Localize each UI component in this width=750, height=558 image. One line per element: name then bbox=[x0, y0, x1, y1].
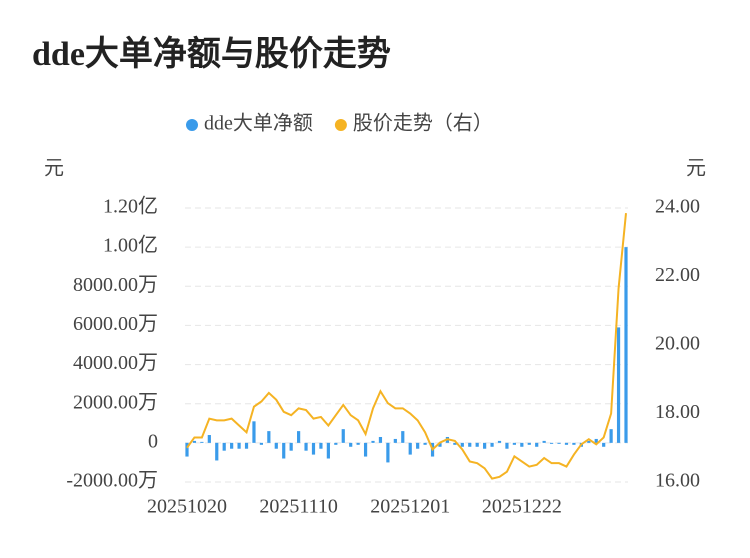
bar bbox=[259, 442, 264, 445]
bar bbox=[282, 442, 286, 459]
y-tick-label: 8000.00万 bbox=[73, 274, 158, 296]
x-tick-label: 20251201 bbox=[370, 496, 450, 518]
bar bbox=[311, 442, 316, 455]
bar bbox=[438, 442, 442, 447]
bar bbox=[185, 442, 189, 457]
x-tick-label: 20251222 bbox=[482, 496, 562, 518]
bar bbox=[252, 421, 256, 443]
y-tick-label: 6000.00万 bbox=[73, 313, 158, 335]
x-tick-label: 20251110 bbox=[259, 496, 338, 518]
bar bbox=[371, 440, 375, 443]
bar bbox=[237, 442, 241, 449]
bar bbox=[549, 442, 554, 444]
bar bbox=[408, 442, 412, 455]
bar bbox=[192, 440, 197, 443]
y2-tick-label: 22.00 bbox=[655, 264, 700, 286]
bar bbox=[490, 442, 494, 447]
y-tick-label: 0 bbox=[148, 430, 158, 452]
bar bbox=[341, 429, 345, 443]
x-tick-label: 20251020 bbox=[147, 496, 227, 518]
bar bbox=[616, 327, 621, 443]
legend-label: 股价走势（右） bbox=[353, 112, 493, 135]
bar bbox=[244, 442, 249, 449]
bar bbox=[304, 442, 308, 451]
bar bbox=[274, 442, 278, 449]
bar bbox=[349, 442, 353, 447]
bar bbox=[602, 442, 606, 447]
legend-marker bbox=[334, 119, 347, 131]
bar bbox=[557, 442, 561, 444]
price-line bbox=[186, 213, 627, 480]
bar bbox=[200, 441, 204, 443]
bar bbox=[363, 442, 368, 457]
bar bbox=[535, 442, 539, 447]
bar bbox=[594, 438, 598, 443]
bar bbox=[564, 442, 569, 445]
bar bbox=[297, 431, 301, 443]
bar bbox=[319, 442, 323, 449]
bar bbox=[520, 442, 524, 447]
y2-axis-unit: 元 bbox=[686, 158, 706, 180]
bar bbox=[215, 442, 219, 461]
chart-title: dde大单净额与股价走势 bbox=[32, 35, 391, 73]
bar bbox=[572, 442, 576, 445]
bar bbox=[505, 442, 509, 449]
bar bbox=[423, 442, 427, 445]
y-tick-label: 4000.00万 bbox=[73, 352, 158, 374]
y-tick-label: -2000.00万 bbox=[66, 470, 158, 492]
legend-label: dde大单净额 bbox=[204, 112, 313, 135]
bar bbox=[289, 442, 293, 451]
y-axis-unit: 元 bbox=[44, 158, 64, 180]
bar bbox=[453, 442, 457, 445]
bar bbox=[460, 442, 464, 447]
legend-marker bbox=[186, 119, 198, 131]
bar bbox=[378, 436, 383, 443]
bar bbox=[207, 435, 211, 443]
bar bbox=[222, 442, 226, 451]
bar bbox=[468, 442, 472, 447]
y-tick-label: 2000.00万 bbox=[73, 391, 158, 413]
bar bbox=[386, 442, 390, 463]
bar bbox=[230, 442, 234, 449]
bar bbox=[393, 438, 397, 443]
bar bbox=[527, 442, 531, 445]
bar bbox=[326, 442, 330, 459]
bar bbox=[416, 442, 420, 449]
bar bbox=[624, 247, 628, 443]
bar bbox=[483, 442, 487, 449]
bar bbox=[475, 442, 479, 447]
bar bbox=[267, 431, 271, 443]
bar bbox=[334, 442, 338, 445]
y2-tick-label: 24.00 bbox=[655, 196, 700, 218]
y2-tick-label: 16.00 bbox=[655, 470, 700, 492]
bar bbox=[401, 431, 405, 443]
y-tick-label: 1.00亿 bbox=[103, 234, 158, 257]
y-tick-label: 1.20亿 bbox=[103, 195, 158, 218]
bar bbox=[587, 440, 591, 443]
y2-tick-label: 18.00 bbox=[655, 401, 700, 423]
y2-tick-label: 20.00 bbox=[655, 333, 700, 355]
bar bbox=[512, 442, 516, 445]
bar bbox=[542, 440, 546, 443]
bar bbox=[609, 429, 613, 443]
bar bbox=[356, 442, 360, 445]
bar bbox=[497, 440, 502, 443]
